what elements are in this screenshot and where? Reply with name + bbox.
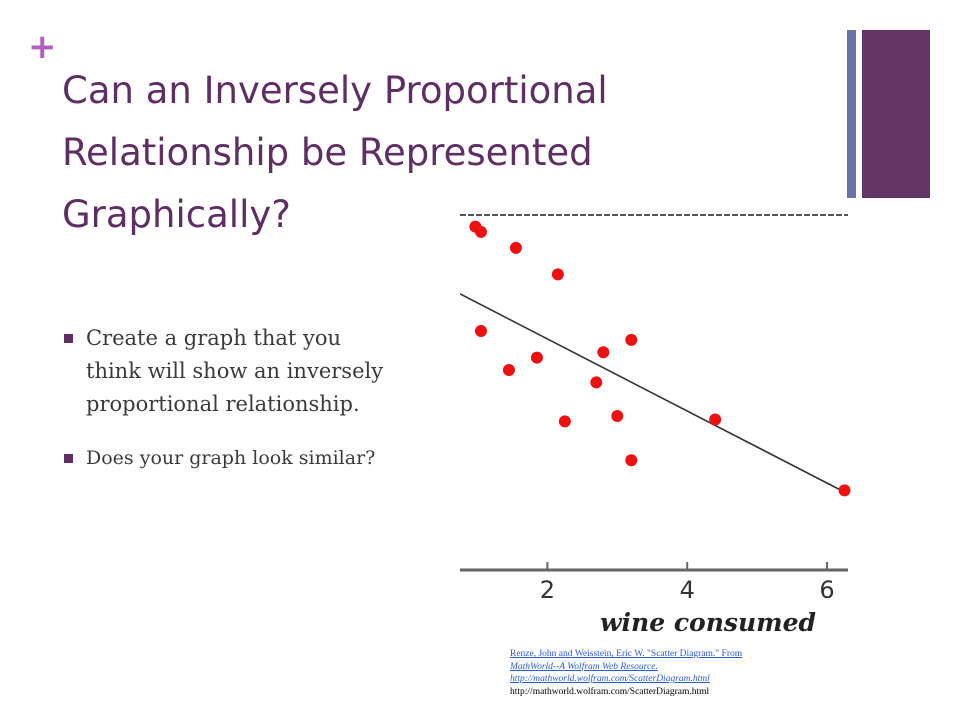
citation: Renze, John and Weisstein, Eric W. "Scat… [510, 648, 830, 698]
scatter-point [625, 454, 638, 467]
title-line-2: Relationship be Represented [62, 131, 593, 174]
trend-line [460, 293, 849, 495]
scatter-point [709, 413, 722, 426]
x-axis-label: wine consumed [600, 608, 816, 637]
decorative-bar-thin [847, 30, 856, 198]
x-tick-label: 2 [540, 576, 555, 604]
scatter-point [838, 484, 851, 497]
decorative-bar-thick [862, 30, 930, 198]
scatter-points [469, 220, 851, 497]
title-line-3: Graphically? [62, 193, 291, 236]
scatter-point [502, 363, 515, 376]
citation-link-line-2[interactable]: MathWorld--A Wolfram Web Resource. [510, 661, 658, 672]
citation-link-line-1[interactable]: Renze, John and Weisstein, Eric W. "Scat… [510, 649, 743, 659]
x-tick-label: 6 [819, 576, 834, 604]
scatter-point [558, 415, 571, 428]
scatter-point [551, 268, 564, 281]
scatter-point [611, 410, 624, 423]
citation-link-line-3[interactable]: http://mathworld.wolfram.com/ScatterDiag… [510, 674, 710, 684]
scatter-point [590, 376, 603, 389]
bullet-1-line-3: proportional relationship. [86, 392, 360, 416]
x-tick-label: 4 [680, 576, 695, 604]
citation-url-text: http://mathworld.wolfram.com/ScatterDiag… [510, 686, 710, 697]
scatter-chart: 2 4 6 wine consumed [460, 214, 851, 637]
bullet-list: Create a graph that you think will show … [62, 322, 442, 473]
scatter-point [625, 333, 638, 346]
plus-symbol: + [28, 27, 57, 67]
bullet-1-line-2: think will show an inversely [86, 359, 384, 383]
scatter-point [509, 241, 522, 254]
bullet-item-similar: Does your graph look similar? [62, 443, 442, 473]
scatter-point [597, 346, 610, 359]
scatter-point [474, 325, 487, 338]
bullet-2-line-1: Does your graph look similar? [86, 447, 376, 469]
scatter-point [474, 225, 487, 238]
slide-title: Can an Inversely Proportional Relationsh… [62, 60, 782, 246]
bullet-1-line-1: Create a graph that you [86, 326, 342, 350]
bullet-item-create-graph: Create a graph that you think will show … [62, 322, 442, 421]
title-line-1: Can an Inversely Proportional [62, 69, 608, 112]
x-tick-group: 2 4 6 [540, 562, 835, 604]
scatter-point [530, 351, 543, 364]
